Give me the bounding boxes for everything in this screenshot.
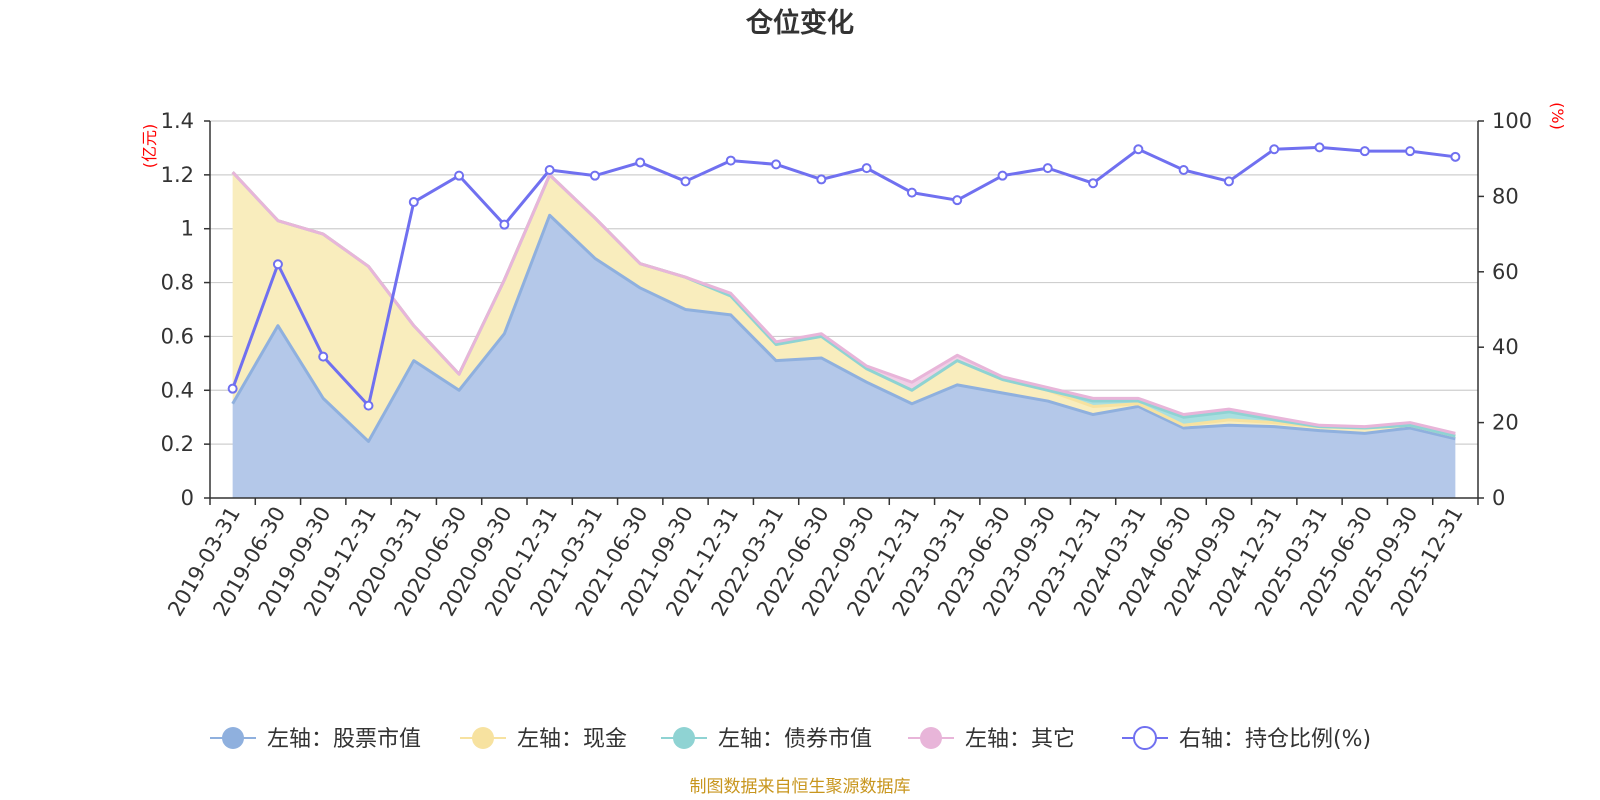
left-tick-label: 0 xyxy=(181,486,194,510)
legend-marker-0 xyxy=(222,727,244,749)
right-tick-label: 80 xyxy=(1492,184,1519,208)
left-tick-label: 1 xyxy=(181,217,194,241)
legend: 左轴：股票市值 左轴：现金 左轴：债券市值 左轴：其它 右轴：持仓比例(%) xyxy=(210,726,1371,752)
legend-marker-4 xyxy=(1133,726,1157,750)
ratio-point xyxy=(1178,165,1189,176)
left-tick-label: 1.2 xyxy=(161,163,194,187)
left-tick-label: 0.2 xyxy=(161,432,194,456)
ratio-point xyxy=(1314,142,1325,153)
series-lines xyxy=(231,145,1456,443)
right-tick-label: 20 xyxy=(1492,411,1519,435)
ratio-point xyxy=(499,219,510,230)
ratio-point xyxy=(589,170,600,181)
ratio-point xyxy=(1042,163,1053,174)
left-axis-unit: (亿元) xyxy=(140,124,159,169)
area-series-0 xyxy=(232,215,1456,498)
ratio-point xyxy=(952,195,963,206)
ratio-point xyxy=(680,176,691,187)
ratio-point xyxy=(1450,151,1461,162)
ratio-point xyxy=(1269,144,1280,155)
legend-label-0: 左轴：股票市值 xyxy=(267,727,421,752)
ratio-point xyxy=(635,157,646,168)
ratio-line xyxy=(231,145,1456,408)
right-tick-label: 60 xyxy=(1492,260,1519,284)
stacked-areas xyxy=(232,172,1456,498)
ratio-points xyxy=(227,142,1461,411)
chart-title: 仓位变化 xyxy=(745,7,854,39)
ratio-point xyxy=(408,197,419,208)
ratio-point xyxy=(1359,146,1370,157)
line-series-0 xyxy=(231,213,1456,443)
legend-label-2: 左轴：债券市值 xyxy=(718,727,872,752)
ratio-point xyxy=(272,259,283,270)
ratio-point xyxy=(1133,144,1144,155)
legend-label-1: 左轴：现金 xyxy=(517,727,627,752)
legend-marker-2 xyxy=(673,727,695,749)
ratio-point xyxy=(1405,146,1416,157)
left-tick-label: 0.8 xyxy=(161,271,194,295)
ratio-point xyxy=(725,155,736,166)
right-axis-unit: (%) xyxy=(1548,102,1567,130)
ratio-point xyxy=(906,187,917,198)
ratio-point xyxy=(816,174,827,185)
right-tick-label: 0 xyxy=(1492,486,1505,510)
ratio-point xyxy=(363,400,374,411)
ratio-point xyxy=(544,165,555,176)
ratio-point xyxy=(997,170,1008,181)
left-tick-label: 0.4 xyxy=(161,378,194,402)
line-series-3 xyxy=(231,171,1456,435)
ratio-point xyxy=(1223,176,1234,187)
ratio-point xyxy=(861,163,872,174)
ratio-point xyxy=(771,159,782,170)
ratio-point xyxy=(318,351,329,362)
right-tick-label: 100 xyxy=(1492,109,1532,133)
right-tick-label: 40 xyxy=(1492,335,1519,359)
left-tick-label: 1.4 xyxy=(161,109,194,133)
left-tick-label: 0.6 xyxy=(161,324,194,348)
ratio-point xyxy=(454,170,465,181)
legend-label-3: 左轴：其它 xyxy=(965,727,1075,752)
ratio-point xyxy=(1088,178,1099,189)
legend-marker-3 xyxy=(920,727,942,749)
data-source: 制图数据来自恒生聚源数据库 xyxy=(690,777,911,797)
area-series-1 xyxy=(232,172,1456,442)
legend-label-4: 右轴：持仓比例(%) xyxy=(1179,727,1371,752)
legend-marker-1 xyxy=(472,727,494,749)
ratio-point xyxy=(227,383,238,394)
